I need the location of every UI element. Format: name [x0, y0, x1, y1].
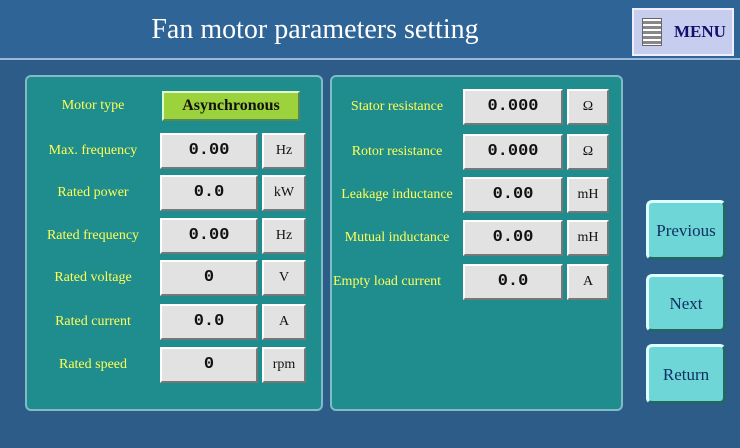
param-label: Mutual inductance	[344, 230, 450, 245]
param-value[interactable]: 0.00	[160, 218, 258, 254]
nav-button[interactable]: Next	[646, 274, 726, 332]
param-value[interactable]: 0.00	[160, 133, 258, 169]
menu-label: MENU	[674, 22, 726, 41]
param-label: Empty load current	[333, 274, 442, 289]
param-label: Rated voltage	[54, 270, 132, 285]
param-label: Rated current	[55, 314, 131, 329]
param-label: Rated power	[57, 185, 129, 200]
param-unit: A	[567, 264, 609, 300]
param-value[interactable]: 0	[160, 347, 258, 383]
param-unit: Ω	[567, 89, 609, 125]
page-title: Fan motor parameters setting	[151, 14, 479, 45]
param-unit: A	[262, 304, 306, 340]
param-unit: mH	[567, 177, 609, 213]
param-value[interactable]: 0.00	[463, 177, 563, 213]
param-label: Rotor resistance	[351, 144, 443, 159]
param-unit: Hz	[262, 133, 306, 169]
param-unit: mH	[567, 220, 609, 256]
param-value[interactable]: Asynchronous	[162, 91, 300, 121]
nav-button[interactable]: Previous	[646, 200, 726, 260]
param-value[interactable]: 0.000	[463, 89, 563, 125]
param-unit: kW	[262, 175, 306, 211]
param-value[interactable]: 0	[160, 260, 258, 296]
param-unit: Hz	[262, 218, 306, 254]
param-label: Max. frequency	[48, 143, 138, 158]
param-value[interactable]: 0.0	[160, 304, 258, 340]
param-unit: rpm	[262, 347, 306, 383]
param-value[interactable]: 0.000	[463, 134, 563, 170]
param-unit: V	[262, 260, 306, 296]
menu-button[interactable]: MENU	[632, 8, 734, 56]
param-label: Leakage inductance	[341, 187, 453, 202]
menu-icon	[642, 18, 662, 46]
param-unit: Ω	[567, 134, 609, 170]
param-label: Rated speed	[58, 357, 128, 372]
param-value[interactable]: 0.0	[160, 175, 258, 211]
param-label: Rated frequency	[46, 228, 140, 243]
param-label: Stator resistance	[350, 99, 444, 114]
param-value[interactable]: 0.0	[463, 264, 563, 300]
param-label: Motor type	[61, 98, 125, 113]
param-value[interactable]: 0.00	[463, 220, 563, 256]
title-bar	[0, 0, 740, 60]
nav-button[interactable]: Return	[646, 344, 726, 404]
